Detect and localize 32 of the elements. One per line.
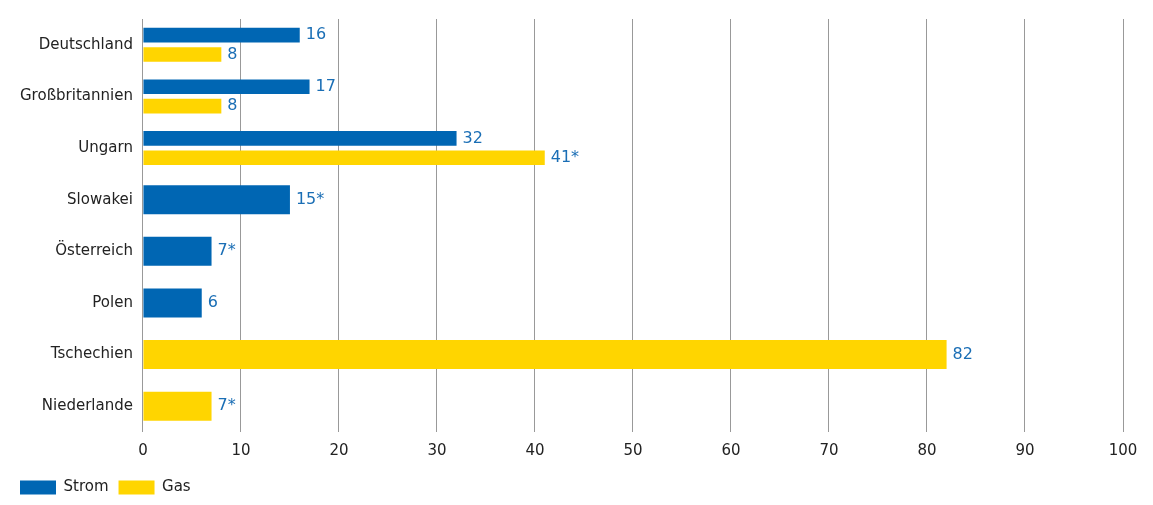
y-tick-label: Ungarn: [78, 137, 133, 156]
data-label: 16: [305, 24, 327, 44]
data-label: 15*: [295, 188, 325, 208]
data-label: 6: [207, 292, 218, 312]
x-tick-label: 80: [917, 440, 937, 459]
x-tick-label: 60: [721, 440, 741, 459]
y-tick-label: Deutschland: [38, 34, 133, 53]
legend-label: Gas: [162, 477, 191, 496]
y-tick-label: Polen: [92, 292, 133, 311]
x-tick-label: 90: [1015, 440, 1035, 459]
x-tick-label: 70: [819, 440, 839, 459]
data-label: 7*: [217, 395, 236, 415]
x-tick-label: 40: [525, 440, 545, 459]
x-tick-label: 50: [623, 440, 643, 459]
data-label: 82: [952, 343, 973, 363]
y-tick-label: Niederlande: [41, 396, 133, 415]
legend-label: Strom: [63, 477, 109, 496]
x-tick-label: 20: [329, 440, 349, 459]
x-tick-label: 100: [1108, 440, 1138, 459]
x-tick-label: 10: [231, 440, 251, 459]
data-label: 41*: [550, 146, 580, 166]
x-tick-label: 0: [138, 440, 148, 459]
data-label: 7*: [217, 240, 236, 260]
data-label: 32: [462, 127, 483, 147]
y-tick-label: Slowakei: [67, 189, 133, 208]
data-label: 8: [227, 43, 238, 63]
data-label: 8: [227, 95, 238, 115]
y-tick-label: Tschechien: [49, 344, 133, 363]
x-tick-label: 30: [427, 440, 447, 459]
data-label: 17: [315, 75, 336, 95]
y-tick-label: Österreich: [55, 240, 133, 260]
y-tick-label: Großbritannien: [19, 86, 133, 105]
